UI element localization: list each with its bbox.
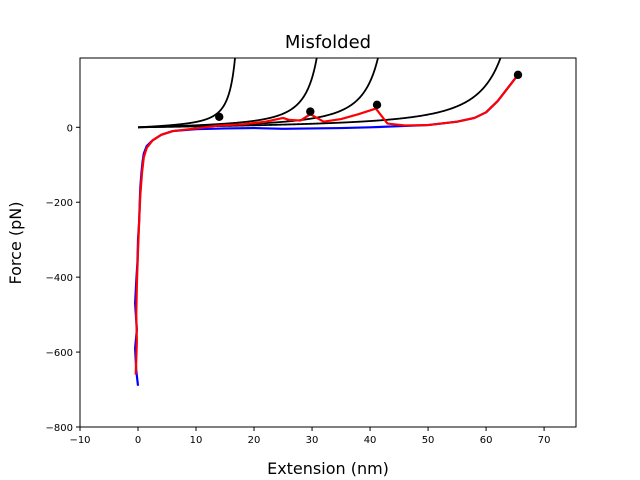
wlc-fit-curve bbox=[138, 58, 502, 129]
force-extension-trace bbox=[134, 74, 519, 375]
x-tick-label: 70 bbox=[538, 435, 551, 446]
x-tick-label: 30 bbox=[306, 435, 319, 446]
x-axis-label: Extension (nm) bbox=[267, 459, 389, 478]
x-tick-label: −10 bbox=[69, 435, 90, 446]
y-axis-label: Force (pN) bbox=[6, 202, 25, 285]
y-tick-label: −800 bbox=[46, 423, 73, 434]
y-tick-label: 0 bbox=[67, 123, 73, 134]
rupture-point bbox=[372, 100, 382, 110]
x-tick-label: 40 bbox=[364, 435, 377, 446]
axes-frame bbox=[79, 57, 577, 428]
y-tick-label: −400 bbox=[46, 273, 73, 284]
rupture-point bbox=[215, 112, 224, 122]
rupture-point bbox=[513, 70, 523, 80]
rupture-point bbox=[306, 107, 315, 116]
x-tick-label: 10 bbox=[190, 435, 203, 446]
y-tick-label: −200 bbox=[46, 198, 73, 209]
x-tick-label: 50 bbox=[422, 435, 435, 446]
y-tick-label: −600 bbox=[46, 348, 73, 359]
x-tick-label: 0 bbox=[135, 435, 141, 446]
x-axis: −10 0 10 20 30 40 50 60 70 bbox=[69, 427, 550, 446]
chart-title: Misfolded bbox=[285, 32, 371, 53]
x-tick-label: 60 bbox=[480, 435, 493, 446]
plot-area bbox=[134, 58, 523, 386]
x-tick-label: 20 bbox=[248, 435, 261, 446]
y-axis: −800 −600 −400 −200 0 bbox=[46, 123, 80, 434]
